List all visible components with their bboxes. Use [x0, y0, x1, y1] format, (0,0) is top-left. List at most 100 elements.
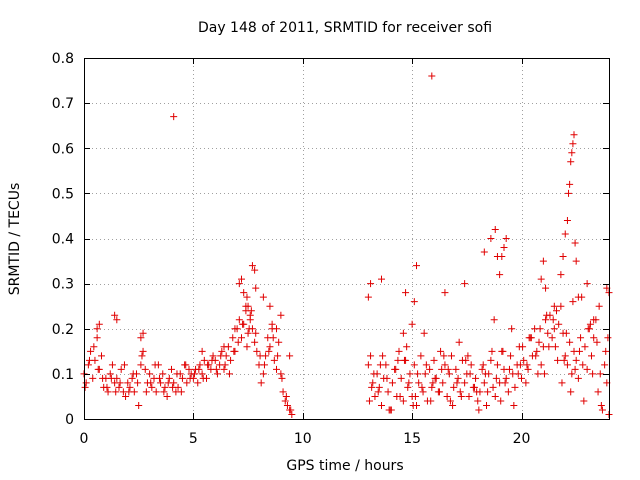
chart-title: Day 148 of 2011, SRMTID for receiver sof…	[198, 20, 492, 36]
data-point	[406, 370, 414, 378]
data-point	[586, 320, 594, 328]
data-point	[230, 347, 238, 355]
data-point	[260, 361, 268, 369]
data-point	[138, 352, 146, 360]
data-point	[383, 374, 391, 382]
x-tick-label-2: 10	[294, 431, 312, 447]
data-point	[472, 374, 480, 382]
data-point	[487, 356, 495, 364]
data-point	[141, 365, 149, 373]
data-point	[429, 379, 437, 387]
x-tick-label-1: 5	[189, 431, 198, 447]
data-point	[568, 149, 576, 157]
data-point	[365, 397, 373, 405]
data-point	[475, 406, 483, 414]
data-point	[252, 284, 260, 292]
data-point	[570, 131, 578, 139]
data-point	[595, 302, 603, 310]
data-point	[93, 334, 101, 342]
data-point	[498, 253, 506, 261]
data-point	[554, 356, 562, 364]
data-point	[115, 383, 123, 391]
data-point	[444, 365, 452, 373]
data-point	[139, 347, 147, 355]
data-point	[446, 397, 454, 405]
data-point	[165, 374, 173, 382]
data-point	[483, 401, 490, 409]
data-point	[549, 316, 557, 324]
data-point	[220, 343, 228, 351]
data-point	[523, 361, 531, 369]
data-point	[256, 352, 264, 360]
data-point	[548, 334, 556, 342]
data-point	[572, 356, 580, 364]
x-tick-label-0: 0	[80, 431, 89, 447]
data-point	[534, 370, 542, 378]
data-point	[566, 180, 574, 188]
data-point	[544, 329, 552, 337]
data-point	[524, 365, 532, 373]
data-point	[275, 338, 283, 346]
data-point	[470, 383, 478, 391]
data-point	[147, 379, 155, 387]
data-point	[93, 325, 101, 333]
data-point	[103, 383, 111, 391]
data-point	[504, 388, 512, 396]
data-point	[208, 356, 216, 364]
data-point	[514, 370, 522, 378]
data-point	[288, 410, 296, 418]
data-point	[194, 379, 202, 387]
data-point	[465, 392, 473, 400]
data-point	[278, 374, 286, 382]
data-point	[532, 352, 540, 360]
data-point	[438, 365, 446, 373]
data-point	[221, 361, 229, 369]
data-point	[565, 189, 573, 197]
data-point	[413, 262, 420, 270]
data-point	[198, 347, 206, 355]
data-point	[129, 370, 137, 378]
data-point	[430, 356, 438, 364]
data-point	[225, 370, 233, 378]
data-point	[265, 347, 273, 355]
data-point	[200, 356, 208, 364]
data-point	[104, 388, 112, 396]
data-point	[594, 388, 602, 396]
data-point	[511, 383, 519, 391]
data-point	[478, 365, 486, 373]
data-point	[467, 361, 475, 369]
data-point	[269, 334, 277, 342]
data-point	[411, 392, 419, 400]
y-axis-label: SRMTID / TECUs	[7, 183, 23, 296]
data-point	[461, 280, 469, 288]
data-point	[217, 352, 225, 360]
data-point	[507, 352, 515, 360]
data-point	[431, 374, 439, 382]
data-point	[405, 379, 413, 387]
data-point	[161, 383, 169, 391]
data-point	[493, 361, 501, 369]
data-point	[107, 374, 115, 382]
data-point	[82, 379, 90, 387]
data-point	[571, 239, 579, 247]
data-point	[593, 338, 601, 346]
data-point	[137, 361, 145, 369]
data-point	[569, 140, 577, 148]
data-point	[98, 352, 105, 360]
data-point	[566, 338, 574, 346]
data-point	[112, 388, 120, 396]
data-point	[218, 347, 226, 355]
y-tick-label-1: 0.1	[52, 367, 74, 383]
data-point	[170, 113, 178, 121]
data-point	[242, 307, 250, 315]
data-point	[487, 235, 495, 242]
data-point	[243, 343, 251, 351]
data-point	[536, 325, 544, 333]
data-point	[543, 311, 551, 319]
data-point	[397, 374, 405, 382]
data-point	[369, 379, 377, 387]
data-point	[244, 302, 252, 310]
data-point	[441, 361, 449, 369]
data-point	[480, 248, 488, 256]
data-point	[198, 370, 206, 378]
